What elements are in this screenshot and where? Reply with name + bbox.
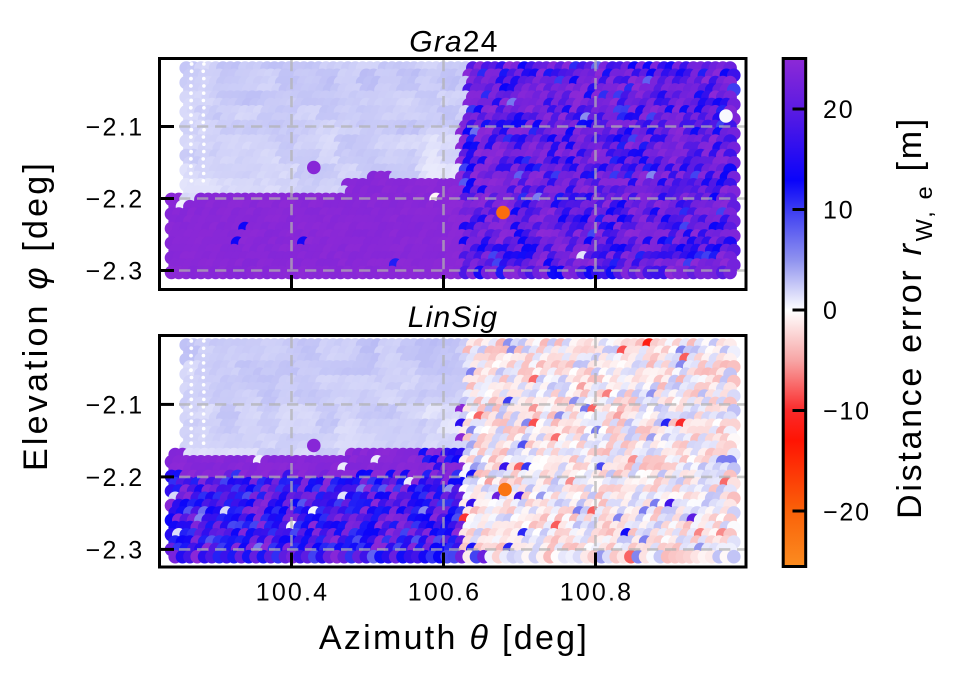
svg-text:100.8: 100.8	[560, 579, 634, 607]
svg-text:−2.2: −2.2	[86, 186, 145, 214]
svg-text:−2.2: −2.2	[86, 464, 145, 492]
svg-text:10: 10	[823, 197, 854, 225]
svg-text:−2.3: −2.3	[86, 537, 145, 565]
svg-text:100.4: 100.4	[256, 579, 330, 607]
svg-text:Elevation φ [deg]: Elevation φ [deg]	[17, 160, 55, 471]
svg-text:−10: −10	[823, 398, 871, 426]
svg-text:−2.3: −2.3	[86, 258, 145, 286]
svg-text:Gra24: Gra24	[409, 26, 498, 59]
svg-text:0: 0	[823, 297, 839, 325]
svg-text:100.6: 100.6	[408, 579, 482, 607]
svg-text:LinSig: LinSig	[408, 301, 499, 334]
svg-text:−2.1: −2.1	[86, 114, 145, 142]
svg-text:Azimuth θ [deg]: Azimuth θ [deg]	[319, 619, 589, 657]
svg-text:−2.1: −2.1	[86, 392, 145, 420]
svg-text:20: 20	[823, 96, 854, 124]
svg-text:−20: −20	[823, 499, 871, 527]
